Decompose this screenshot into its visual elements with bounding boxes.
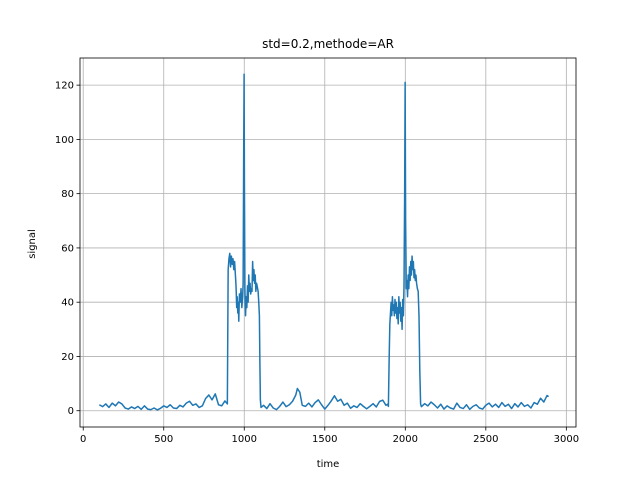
x-tick-label: 2000 — [393, 434, 418, 445]
x-axis-label: time — [317, 459, 340, 470]
y-tick-label: 20 — [61, 352, 74, 363]
y-tick-label: 0 — [68, 406, 74, 417]
x-tick-label: 500 — [154, 434, 173, 445]
y-tick-label: 60 — [61, 243, 74, 254]
y-tick-label: 100 — [55, 135, 74, 146]
x-tick-label: 1000 — [232, 434, 257, 445]
plot-frame — [79, 57, 577, 428]
y-axis-label: signal — [27, 229, 38, 259]
axis-ticks: 0 500 1000 1500 2000 2500 3000 0 20 40 60 80 100 120 — [55, 81, 579, 445]
y-tick-label: 40 — [61, 298, 74, 309]
series-line-0 — [98, 73, 550, 411]
y-tick-label: 120 — [55, 81, 74, 92]
x-tick-label: 2500 — [473, 434, 498, 445]
chart-title: std=0.2,methode=AR — [262, 37, 394, 51]
x-tick-label: 1500 — [312, 434, 337, 445]
series-layer — [98, 73, 550, 411]
x-tick-label: 0 — [80, 434, 86, 445]
x-tick-label: 3000 — [554, 434, 579, 445]
y-tick-label: 80 — [61, 189, 74, 200]
